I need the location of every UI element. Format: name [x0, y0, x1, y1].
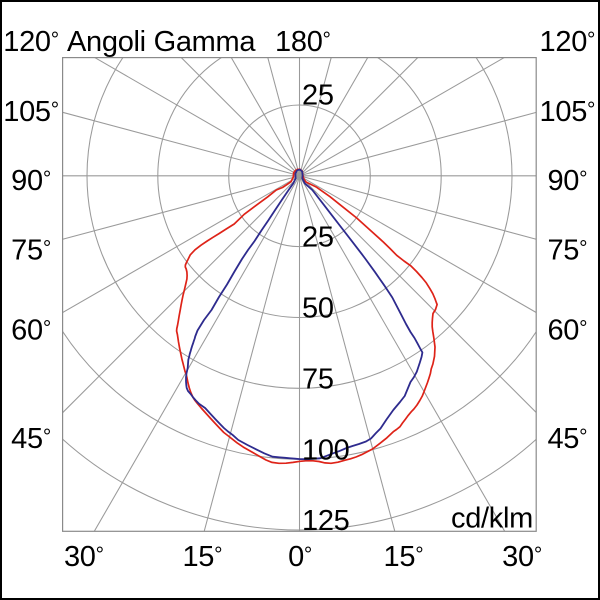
svg-text:25: 25	[302, 80, 334, 112]
svg-text:Angoli Gamma: Angoli Gamma	[67, 26, 256, 58]
svg-text:180°: 180°	[275, 26, 331, 58]
svg-text:cd/klm: cd/klm	[451, 503, 533, 535]
svg-text:120°: 120°	[540, 26, 596, 58]
svg-text:100: 100	[302, 435, 350, 467]
svg-text:120°: 120°	[3, 26, 59, 58]
svg-text:25: 25	[302, 222, 334, 254]
svg-text:105°: 105°	[3, 96, 59, 128]
svg-text:75: 75	[302, 364, 334, 396]
svg-text:125: 125	[302, 505, 350, 537]
svg-text:60°: 60°	[11, 315, 51, 347]
svg-text:50: 50	[302, 293, 334, 325]
svg-text:105°: 105°	[540, 96, 596, 128]
